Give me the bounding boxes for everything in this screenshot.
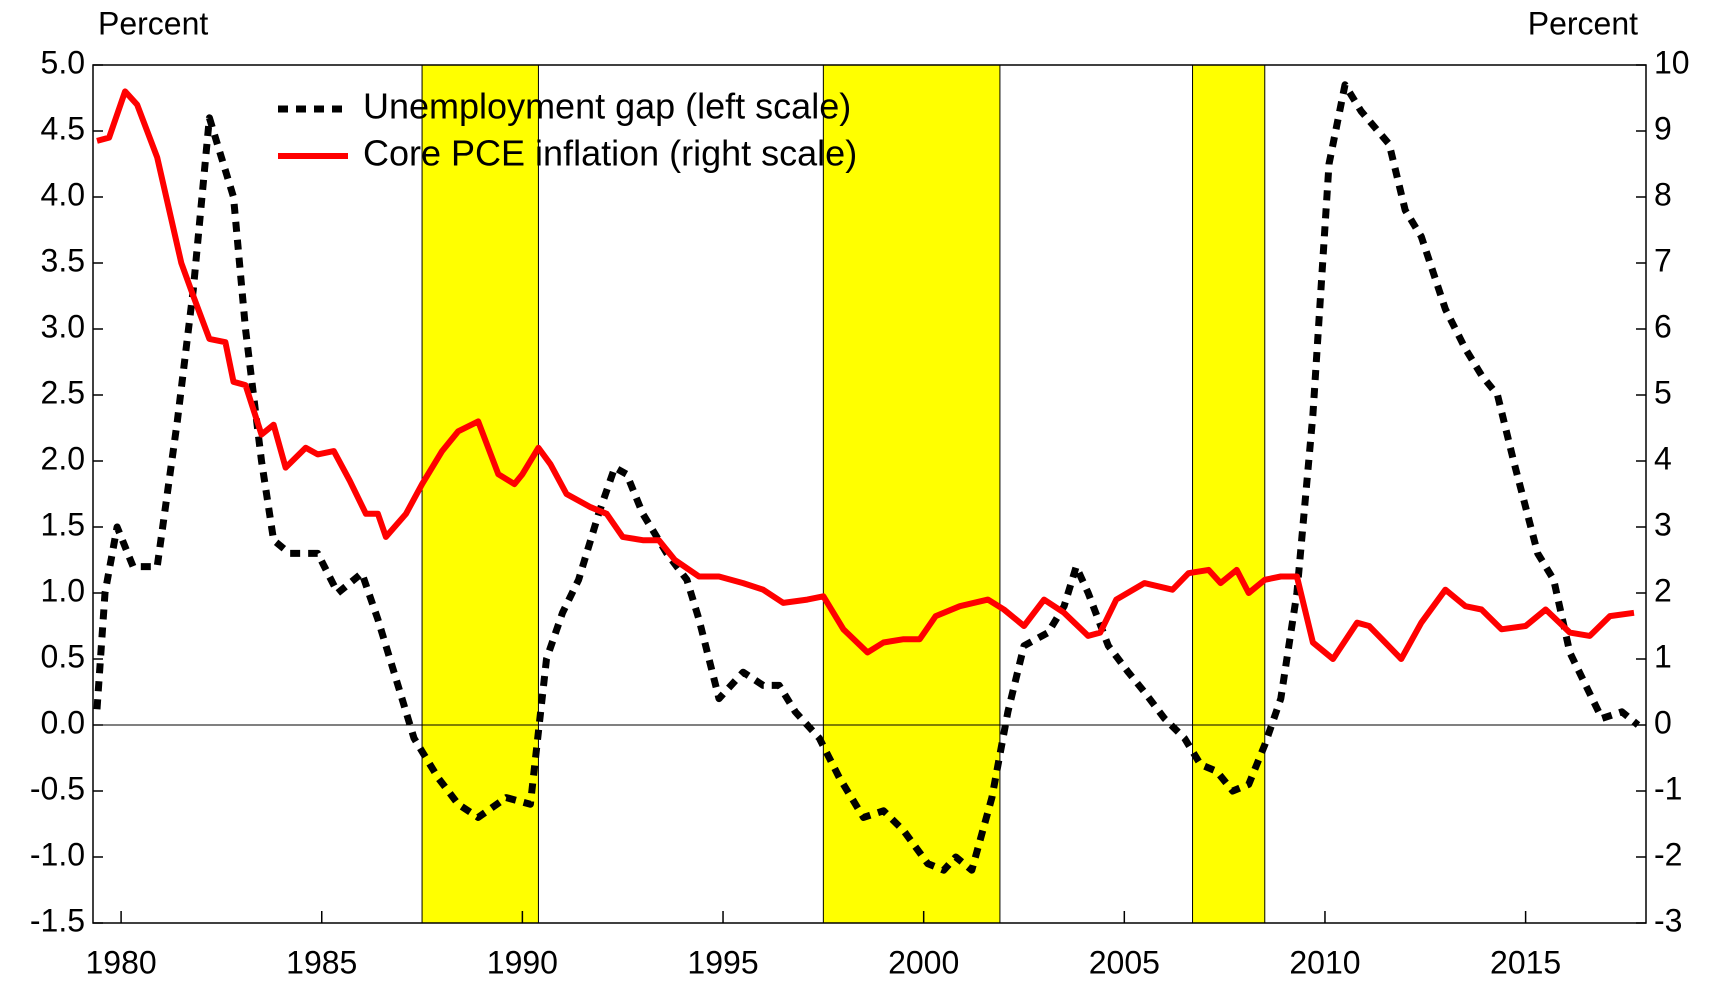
series-line [93,81,1641,874]
y2-tick-label: -1 [1654,770,1682,806]
x-tick-label: 2010 [1289,944,1360,980]
y2-tick-label: 5 [1654,374,1672,410]
y-tick-label: 0.0 [41,704,85,740]
y-tick-label: -1.0 [30,836,85,872]
legend-label: Core PCE inflation (right scale) [363,133,857,174]
x-tick-label: 1995 [687,944,758,980]
x-tick-label: 1990 [487,944,558,980]
y2-tick-label: 0 [1654,704,1672,740]
x-tick-label: 1985 [286,944,357,980]
y2-tick-label: -2 [1654,836,1682,872]
y-tick-label: 1.0 [41,572,85,608]
y2-tick-label: 1 [1654,638,1672,674]
y2-tick-label: 4 [1654,440,1672,476]
plot-frame [92,64,1647,924]
y-axis-title: Percent [98,5,208,41]
y-tick-label: -0.5 [30,770,85,806]
y-tick-label: 3.5 [41,242,85,278]
series-line [96,88,1635,662]
y2-tick-label: 7 [1654,242,1672,278]
y2-tick-label: 8 [1654,176,1672,212]
y2-tick-label: -3 [1654,902,1682,938]
x-tick-label: 2000 [888,944,959,980]
y-tick-label: 2.5 [41,374,85,410]
shaded-region [421,64,539,924]
legend-label: Unemployment gap (left scale) [363,86,851,127]
y-tick-label: 5.0 [41,44,85,80]
x-tick-label: 2015 [1490,944,1561,980]
shaded-region [822,64,1001,924]
y2-tick-label: 9 [1654,110,1672,146]
y-tick-label: 2.0 [41,440,85,476]
y-tick-label: 1.5 [41,506,85,542]
y2-tick-label: 10 [1654,44,1690,80]
y2-tick-label: 2 [1654,572,1672,608]
y-tick-label: 4.0 [41,176,85,212]
y2-axis-title: Percent [1528,5,1638,41]
y2-tick-label: 3 [1654,506,1672,542]
y-tick-label: 4.5 [41,110,85,146]
x-tick-label: 2005 [1089,944,1160,980]
shaded-region [1192,64,1266,924]
y2-tick-label: 6 [1654,308,1672,344]
y-tick-label: 0.5 [41,638,85,674]
y-tick-label: -1.5 [30,902,85,938]
y-tick-label: 3.0 [41,308,85,344]
x-tick-label: 1980 [85,944,156,980]
